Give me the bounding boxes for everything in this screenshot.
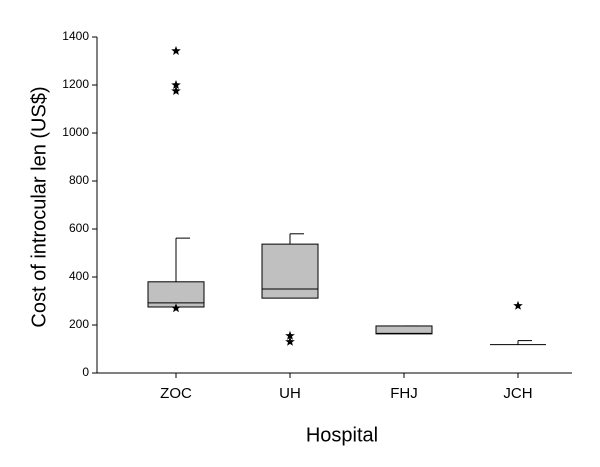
y-tick-label: 1400	[62, 29, 89, 43]
outlier	[171, 86, 181, 95]
outlier	[171, 80, 181, 89]
y-tick-label: 800	[69, 173, 89, 187]
box	[375, 325, 433, 335]
y-tick-label: 400	[69, 269, 89, 283]
y-axis-title: Cost of introcular len (US$)	[28, 86, 50, 327]
y-tick-label: 1200	[62, 77, 89, 91]
x-tick-label: UH	[279, 385, 301, 402]
y-tick-label: 200	[69, 317, 89, 331]
y-tick-label: 1000	[62, 125, 89, 139]
outlier	[513, 300, 523, 310]
y-tick-label: 0	[82, 365, 89, 379]
outlier	[171, 303, 181, 313]
outlier	[285, 336, 295, 346]
box	[261, 243, 319, 299]
outlier	[171, 45, 181, 55]
y-tick-label: 600	[69, 221, 89, 235]
x-tick-label: ZOC	[160, 385, 192, 402]
x-tick-label: FHJ	[390, 385, 418, 402]
x-axis-title: Hospital	[306, 424, 378, 446]
outlier	[285, 330, 295, 340]
x-tick-label: JCH	[503, 385, 532, 402]
